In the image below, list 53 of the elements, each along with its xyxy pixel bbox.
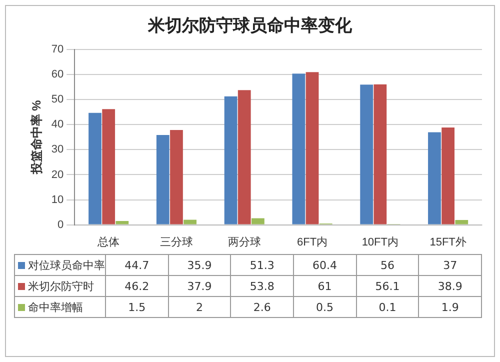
bar	[170, 130, 183, 224]
data-label: 37	[418, 254, 482, 276]
x-tick-label: 两分球	[228, 235, 261, 248]
data-label: 56	[356, 254, 419, 276]
bar	[238, 90, 251, 224]
y-tick-label: 40	[51, 118, 64, 131]
data-label: 44.7	[106, 254, 168, 276]
data-label: 37.9	[168, 276, 231, 296]
data-label: 53.8	[230, 276, 294, 296]
x-tick-label: 6FT内	[296, 235, 328, 248]
y-tick-label: 70	[51, 44, 64, 56]
bar	[252, 218, 264, 224]
bar	[102, 109, 116, 224]
y-tick-label: 0	[58, 218, 64, 231]
x-tick-label: 10FT内	[362, 235, 399, 248]
y-tick-label: 30	[51, 144, 64, 156]
data-label: 2	[168, 296, 231, 318]
bar	[116, 221, 129, 224]
data-label: 35.9	[168, 254, 231, 276]
data-label: 2.6	[230, 296, 294, 318]
data-label: 61	[293, 276, 356, 296]
y-tick-label: 10	[51, 194, 64, 206]
bar	[88, 112, 102, 224]
x-tick-label: 三分球	[160, 235, 193, 248]
data-label: 60.4	[293, 254, 356, 276]
data-label: 38.9	[418, 276, 482, 296]
legend-label: 命中率增幅	[14, 296, 106, 318]
data-label: 51.3	[230, 254, 294, 276]
bar	[360, 84, 374, 224]
y-tick-label: 50	[51, 94, 64, 106]
legend-label: 对位球员命中率	[14, 254, 106, 276]
data-label: 56.1	[356, 276, 419, 296]
x-tick-label: 15FT外	[430, 236, 466, 248]
bar	[306, 72, 319, 224]
bar	[455, 220, 468, 224]
y-tick-label: 60	[51, 68, 64, 81]
y-tick-label: 20	[51, 168, 64, 181]
data-label: 1.5	[106, 296, 168, 318]
bar	[292, 74, 306, 224]
bar	[156, 134, 170, 224]
chart-title: 米切尔防守球员命中率变化	[146, 15, 353, 37]
bar	[428, 132, 441, 224]
x-tick-label: 总体	[96, 235, 120, 248]
data-label: 1.9	[418, 296, 482, 318]
bar	[184, 220, 197, 224]
data-label: 46.2	[106, 276, 168, 296]
bar	[442, 127, 455, 224]
bar	[224, 96, 238, 224]
legend-label: 米切尔防守时	[14, 276, 106, 296]
data-label: 0.5	[293, 296, 356, 318]
y-axis-title: 投篮命中率 %	[30, 100, 44, 176]
data-label: 0.1	[356, 296, 419, 318]
bar	[374, 84, 387, 224]
